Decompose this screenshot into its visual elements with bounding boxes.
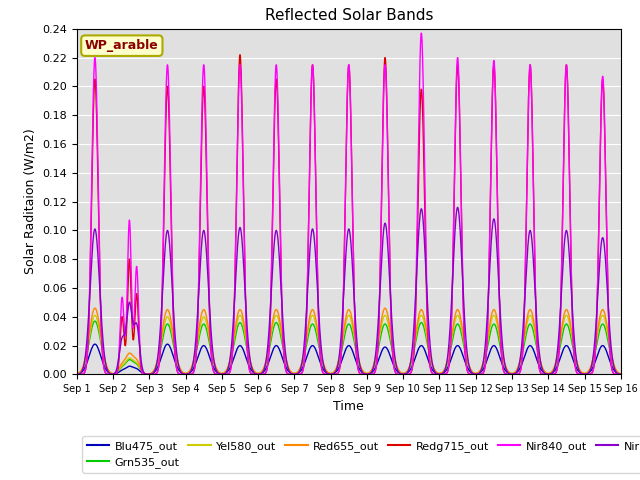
Yel580_out	[276, 326, 284, 332]
Red655_out	[501, 362, 509, 368]
Yel580_out	[189, 360, 197, 366]
Nir840_out	[189, 370, 197, 375]
Grn535_out	[501, 364, 509, 370]
Grn535_out	[143, 372, 151, 377]
Blu475_out	[91, 341, 99, 347]
Red655_out	[143, 371, 151, 377]
Line: Nir840_out: Nir840_out	[77, 33, 621, 374]
Grn535_out	[73, 371, 81, 377]
Yel580_out	[143, 372, 151, 377]
Redg715_out	[184, 372, 191, 377]
Line: Blu475_out: Blu475_out	[77, 344, 621, 374]
Nir945_out	[424, 308, 431, 313]
Text: WP_arable: WP_arable	[85, 39, 159, 52]
Yel580_out	[501, 362, 509, 368]
Red655_out	[424, 337, 432, 343]
Redg715_out	[144, 372, 152, 377]
Yel580_out	[617, 371, 625, 377]
Nir945_out	[501, 363, 509, 369]
Yel580_out	[599, 312, 607, 318]
X-axis label: Time: Time	[333, 400, 364, 413]
Grn535_out	[189, 361, 197, 367]
Redg715_out	[617, 372, 625, 377]
Nir840_out	[73, 372, 81, 377]
Nir945_out	[617, 372, 625, 377]
Line: Redg715_out: Redg715_out	[77, 55, 621, 374]
Nir840_out	[276, 238, 284, 244]
Nir840_out	[144, 372, 152, 377]
Blu475_out	[184, 371, 191, 377]
Red655_out	[189, 359, 197, 364]
Blu475_out	[615, 371, 623, 377]
Grn535_out	[424, 344, 432, 350]
Blu475_out	[73, 372, 81, 377]
Blu475_out	[501, 367, 509, 373]
Nir840_out	[184, 372, 191, 377]
Title: Reflected Solar Bands: Reflected Solar Bands	[264, 9, 433, 24]
Yel580_out	[424, 340, 431, 346]
Nir945_out	[73, 372, 81, 377]
Blu475_out	[189, 366, 197, 372]
Redg715_out	[73, 372, 81, 377]
Redg715_out	[236, 52, 244, 58]
Legend: Blu475_out, Grn535_out, Yel580_out, Red655_out, Redg715_out, Nir840_out, Nir945_: Blu475_out, Grn535_out, Yel580_out, Red6…	[83, 436, 640, 472]
Redg715_out	[501, 371, 509, 376]
Nir945_out	[144, 372, 152, 377]
Nir945_out	[184, 371, 191, 377]
Nir945_out	[276, 276, 284, 281]
Redg715_out	[424, 334, 432, 340]
Yel580_out	[73, 371, 81, 377]
Redg715_out	[276, 248, 284, 253]
Nir945_out	[454, 204, 461, 210]
Red655_out	[615, 370, 623, 376]
Grn535_out	[276, 332, 284, 338]
Yel580_out	[615, 371, 623, 376]
Blu475_out	[143, 372, 151, 377]
Nir840_out	[617, 372, 625, 377]
Line: Grn535_out: Grn535_out	[77, 321, 621, 374]
Blu475_out	[424, 356, 432, 362]
Nir840_out	[417, 30, 425, 36]
Blu475_out	[617, 372, 625, 377]
Grn535_out	[91, 318, 99, 324]
Grn535_out	[184, 371, 191, 376]
Nir840_out	[615, 372, 623, 377]
Redg715_out	[615, 372, 623, 377]
Grn535_out	[615, 371, 623, 376]
Nir840_out	[501, 371, 509, 376]
Red655_out	[73, 371, 81, 377]
Red655_out	[276, 323, 284, 328]
Nir945_out	[615, 371, 623, 377]
Blu475_out	[276, 349, 284, 355]
Grn535_out	[617, 371, 625, 377]
Red655_out	[617, 371, 625, 377]
Redg715_out	[189, 370, 197, 376]
Red655_out	[91, 305, 99, 311]
Nir840_out	[424, 327, 432, 333]
Red655_out	[184, 370, 191, 376]
Nir945_out	[189, 360, 197, 365]
Line: Yel580_out: Yel580_out	[77, 315, 621, 374]
Yel580_out	[184, 370, 191, 376]
Line: Red655_out: Red655_out	[77, 308, 621, 374]
Line: Nir945_out: Nir945_out	[77, 207, 621, 374]
Y-axis label: Solar Raditaion (W/m2): Solar Raditaion (W/m2)	[24, 129, 36, 275]
